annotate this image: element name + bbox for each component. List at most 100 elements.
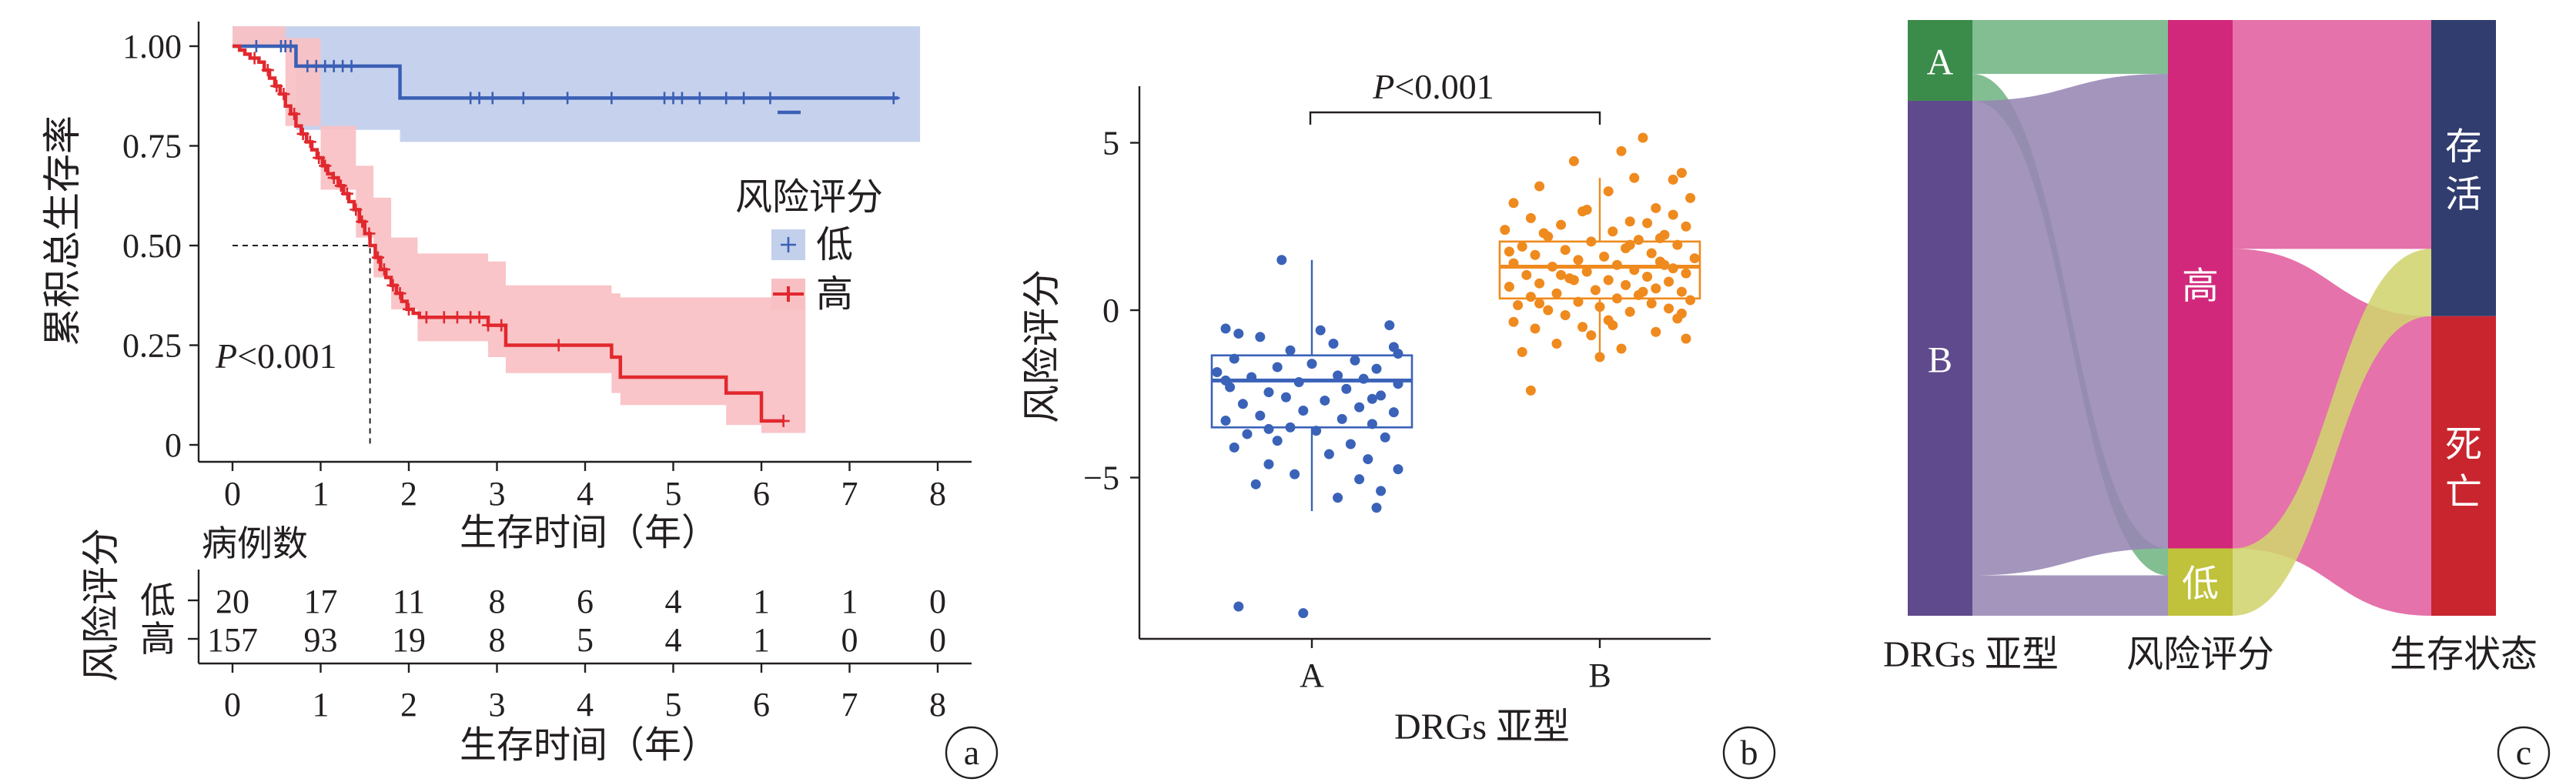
risk-table-cell: 5 (577, 621, 594, 659)
boxplot-point-B (1534, 298, 1545, 309)
km-confidence-bands (233, 26, 921, 433)
risk-table-x-tick-label: 7 (841, 686, 858, 724)
km-censor-mark-high (313, 152, 326, 165)
risk-table-cell: 8 (489, 583, 506, 620)
boxplot-point-A (1290, 469, 1300, 480)
risk-table-cell: 17 (304, 583, 338, 620)
panel-label: a (964, 733, 979, 772)
boxplot-point-A (1220, 416, 1231, 426)
boxplot-point-B (1560, 310, 1571, 321)
boxplot-axes: −5 0 5 A B (1083, 86, 1711, 694)
km-censor-mark-high (288, 108, 301, 121)
sankey-node (2168, 548, 2233, 616)
boxplot-point-A (1250, 479, 1261, 490)
boxplot-point-A (1263, 423, 1274, 434)
km-censor-mark-low (473, 92, 486, 105)
boxplot-point-A (1384, 320, 1395, 331)
km-censor-mark-high (363, 227, 376, 240)
boxplot-pvalue: P<0.001 (1372, 67, 1494, 106)
boxplot-point-B (1525, 212, 1536, 223)
boxplot-y-tick-label: 0 (1102, 292, 1119, 329)
boxplot-point-A (1341, 383, 1352, 394)
boxplot-point-A (1306, 359, 1317, 369)
km-censor-mark-high (552, 339, 565, 352)
boxplot-point-B (1534, 181, 1545, 192)
boxplot-point-B (1642, 218, 1653, 229)
risk-table-cell: 6 (577, 583, 594, 620)
boxplot-point-A (1237, 399, 1248, 409)
boxplot-point-A (1320, 395, 1330, 406)
boxplot-pvalue-rest: <0.001 (1394, 67, 1494, 106)
sankey-node-label: B (1928, 339, 1952, 380)
boxplot-point-B (1556, 219, 1567, 230)
panel-label-circle (2497, 726, 2551, 780)
boxplot-point-B (1642, 272, 1653, 282)
risk-table-cell: 1 (753, 621, 770, 659)
sankey-axis-label: 生存状态 (2390, 634, 2538, 675)
boxplot-point-A (1388, 342, 1399, 353)
sankey-node-label: 存 (2445, 126, 2482, 167)
boxplot-point-B (1664, 303, 1674, 314)
boxplot-point-B (1543, 305, 1554, 316)
panel-label-circle (945, 726, 999, 780)
km-censor-mark-low (486, 92, 499, 105)
boxplot-point-A (1354, 402, 1365, 413)
panel-labels: a b c (945, 726, 2551, 780)
boxplot-point-B (1556, 269, 1567, 280)
km-x-tick-label: 0 (224, 475, 241, 513)
km-censor-mark-high (277, 88, 290, 101)
boxplot-y-tick-label: 5 (1102, 125, 1119, 162)
sankey-node-label: 死 (2445, 424, 2482, 465)
boxplot-boxes (1210, 178, 1701, 511)
risk-table-x-tick-label: 1 (313, 686, 330, 724)
sankey-axis-label: 风险评分 (2126, 634, 2274, 675)
km-censor-mark-high (437, 311, 450, 324)
boxplot-point-B (1676, 308, 1687, 319)
boxplot-point-A (1276, 255, 1287, 266)
km-censor-mark-low (764, 92, 777, 105)
boxplot-point-A (1285, 345, 1296, 356)
km-censor-mark-high (371, 251, 384, 264)
km-y-tick-label: 0.50 (122, 227, 182, 265)
risk-table-x-tick-label: 5 (665, 686, 682, 724)
boxplot-point-B (1633, 235, 1644, 246)
km-censor-mark-high (403, 302, 415, 316)
boxplot-point-A (1337, 413, 1347, 424)
km-censor-mark-high (303, 135, 316, 149)
boxplot-point-B (1603, 315, 1614, 326)
boxplot-point-A (1393, 464, 1403, 475)
km-censor-mark-low (693, 92, 706, 105)
boxplot-point-A (1328, 339, 1339, 349)
boxplot-point-B (1525, 385, 1536, 396)
risk-table-header: 病例数 (202, 524, 308, 563)
km-panel: 0 0.25 0.50 0.75 1.00 0 1 2 3 4 5 6 7 8 累积总生存率 生存时间（年… (41, 22, 972, 553)
km-x-tick-label: 2 (400, 475, 417, 513)
km-censor-marks (248, 40, 900, 427)
boxplot-point-B (1603, 186, 1614, 197)
risk-table-cell: 0 (929, 621, 946, 659)
km-y-tick-label: 1.00 (122, 28, 182, 65)
boxplot-point-B (1681, 333, 1691, 344)
boxplot-point-B (1681, 221, 1691, 232)
boxplot-point-A (1272, 436, 1283, 446)
boxplot-point-B (1530, 323, 1541, 334)
boxplot-point-B (1513, 299, 1524, 310)
boxplot-x-tick-label: B (1588, 657, 1611, 694)
boxplot-point-B (1668, 174, 1678, 185)
boxplot-point-A (1388, 407, 1399, 418)
km-y-tick-label: 0.75 (122, 128, 182, 165)
sankey-node (2431, 316, 2496, 616)
sankey-flows (1972, 20, 2431, 616)
km-censor-mark-low (887, 92, 900, 105)
risk-table-x-tick-label: 8 (929, 686, 946, 724)
boxplot-point-B (1508, 198, 1519, 209)
boxplot-point-A (1333, 370, 1343, 381)
boxplot-point-B (1689, 253, 1700, 264)
km-ci-band-high (233, 26, 806, 433)
km-censor-mark-high (350, 203, 363, 216)
boxplot-point-A (1220, 323, 1231, 334)
boxplot-point-A (1255, 410, 1266, 421)
